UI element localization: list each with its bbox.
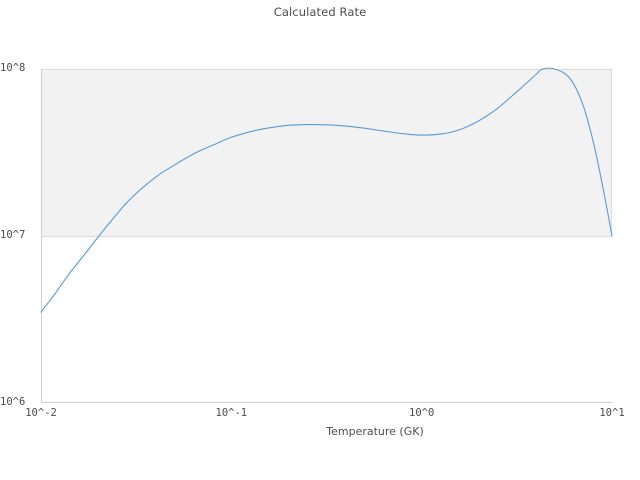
x-axis-tick-label: 10^1 (599, 407, 625, 419)
chart-title: Calculated Rate (273, 5, 367, 19)
x-axis-tick-label: 10^-2 (25, 407, 57, 419)
x-axis-tick-label: 10^0 (409, 407, 435, 419)
shaded-band-region (41, 69, 612, 236)
y-axis-tick-label: 10^7 (0, 229, 26, 241)
gridline-1e7 (41, 236, 612, 237)
y-axis-tick-label: 10^6 (0, 396, 26, 408)
x-axis-title: Temperature (GK) (326, 425, 424, 438)
series-line-calculated-rate (40, 67, 613, 313)
y-axis-tick-label: 10^8 (0, 62, 26, 74)
x-axis-tick-label: 10^-1 (215, 407, 248, 419)
